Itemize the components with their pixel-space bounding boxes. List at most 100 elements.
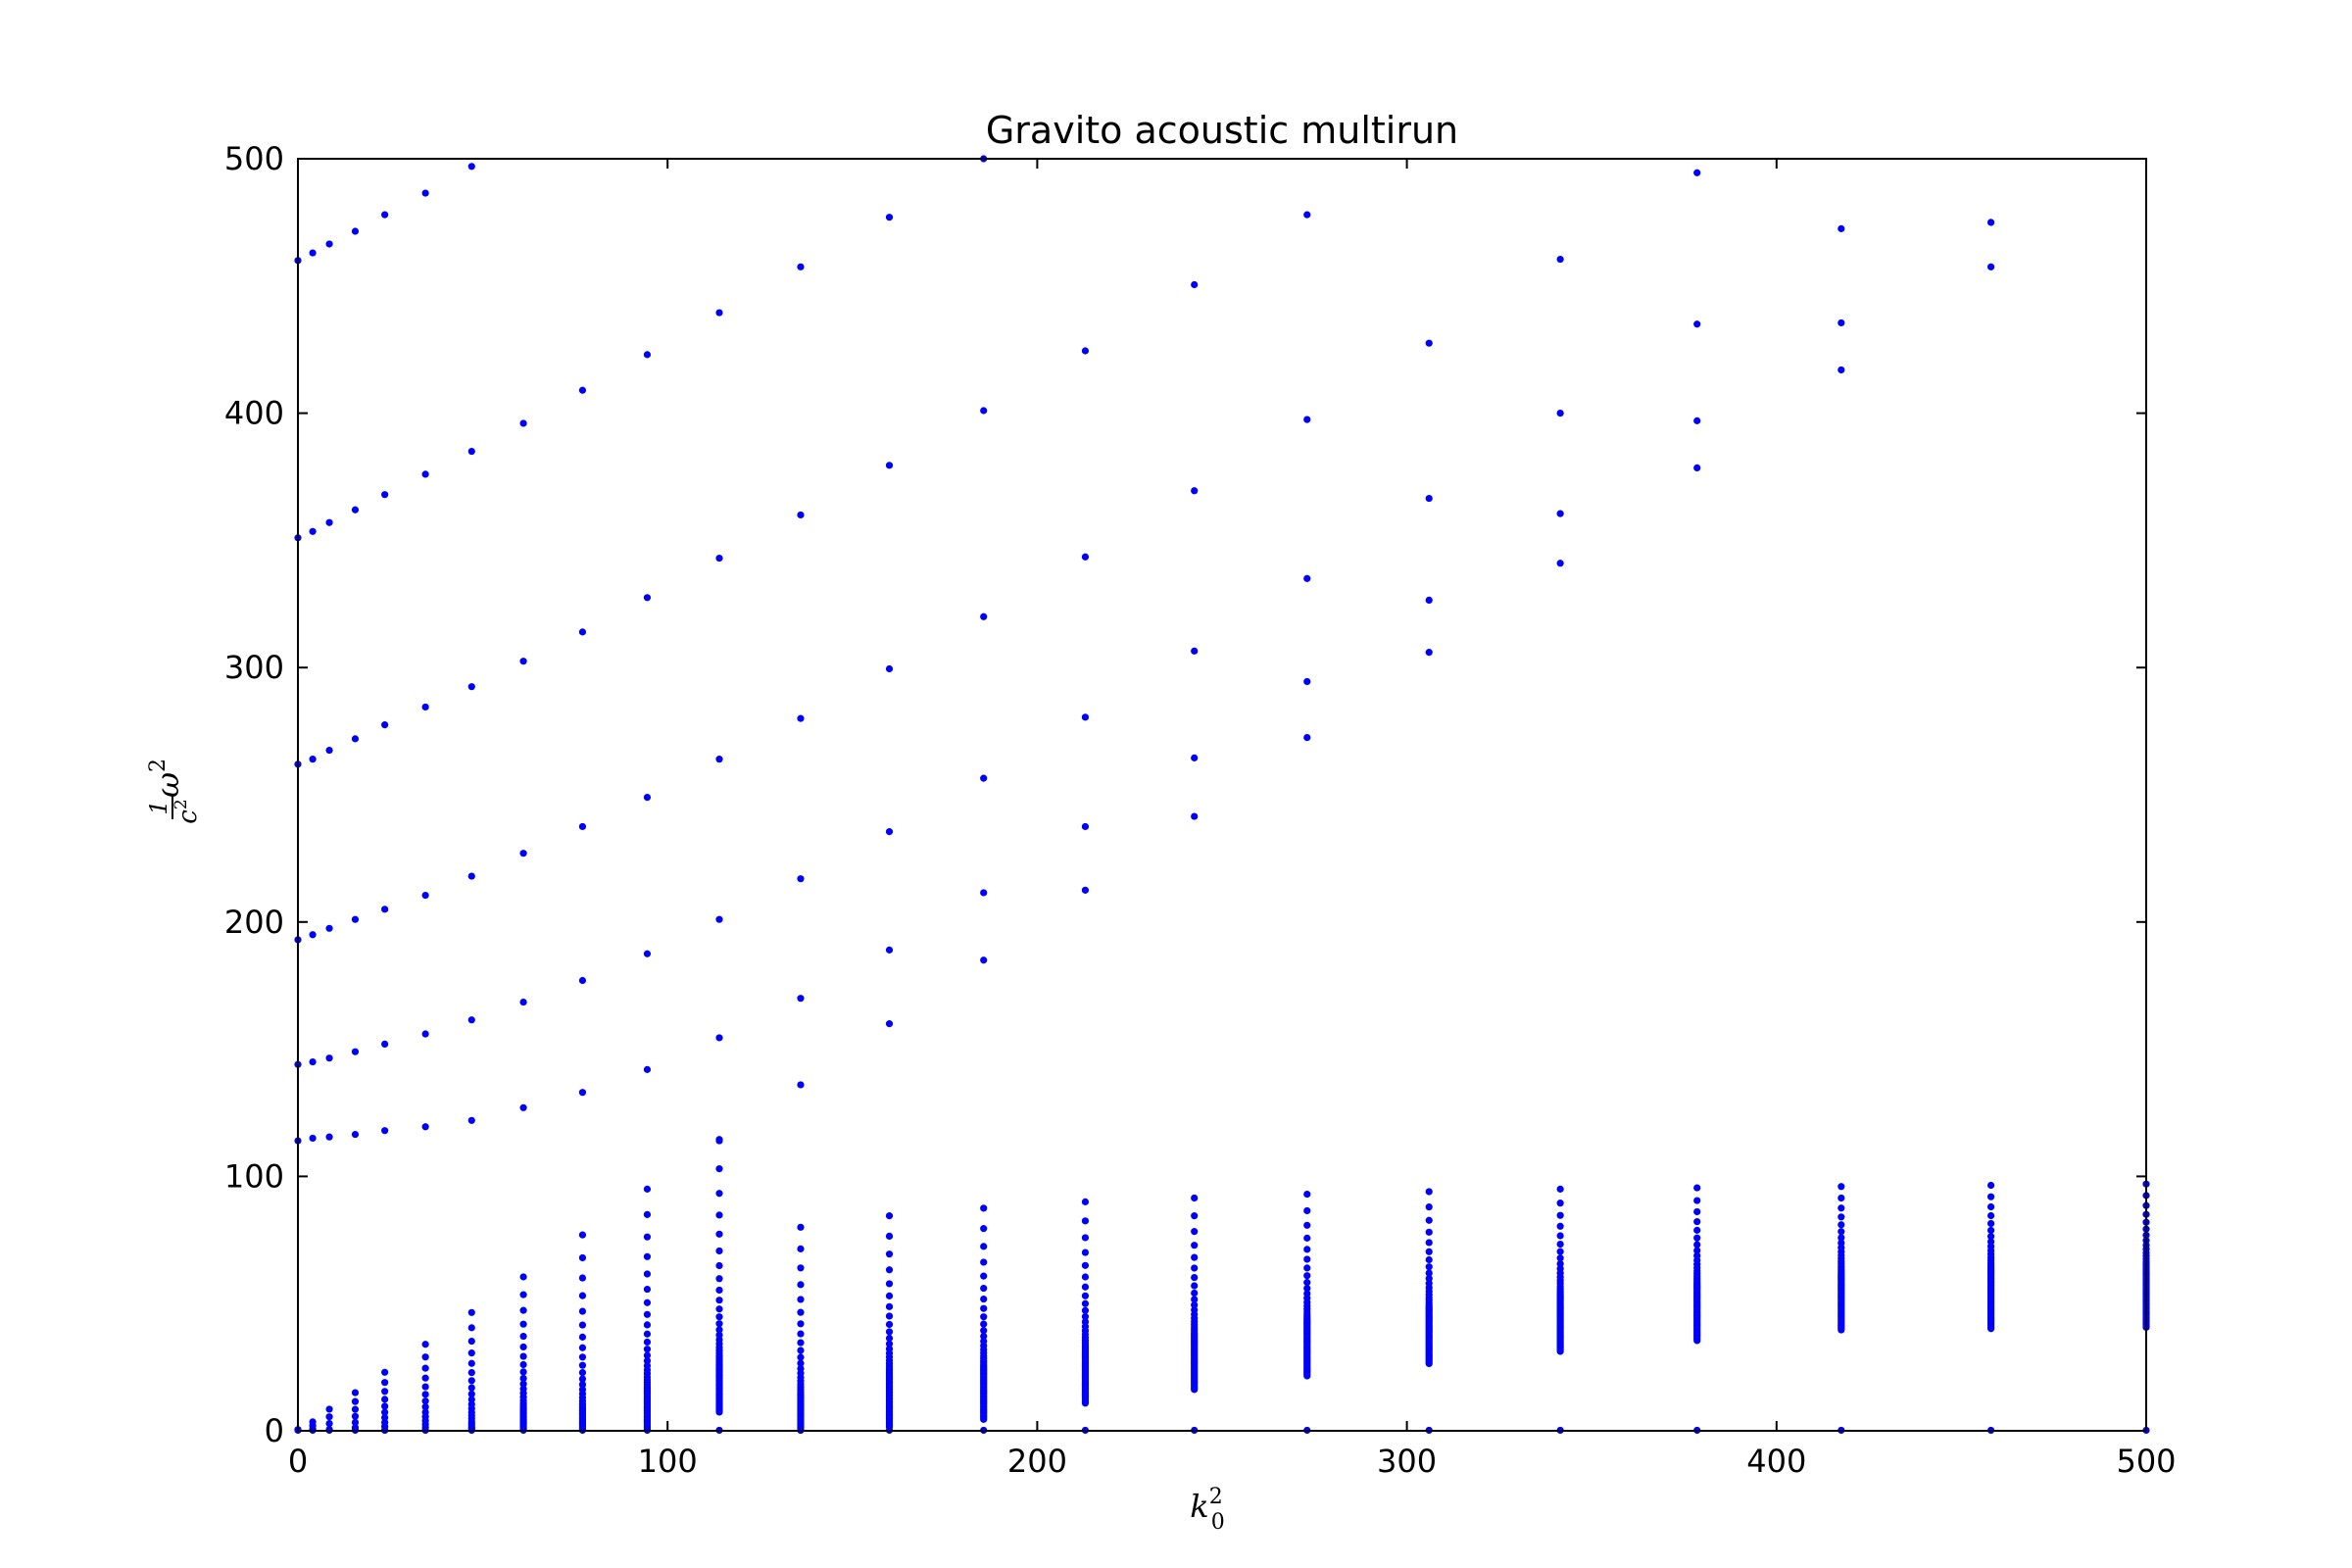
lower-branch-point <box>1693 1247 1701 1254</box>
data-point <box>797 1081 805 1089</box>
data-point <box>578 386 587 394</box>
lower-branch-point <box>1425 1263 1433 1271</box>
lower-branch-point <box>797 1308 805 1316</box>
data-point <box>715 554 723 563</box>
data-point <box>797 263 805 270</box>
data-point <box>467 1016 475 1024</box>
lower-branch-point <box>467 1384 475 1392</box>
data-point <box>715 1034 723 1042</box>
lower-branch-point <box>1081 1292 1090 1299</box>
lower-branch-point <box>1191 1264 1199 1272</box>
lower-branch-point <box>578 1231 587 1239</box>
x-label-base: k <box>1190 1488 1208 1525</box>
lower-branch-point <box>715 1326 723 1334</box>
data-point <box>715 756 723 763</box>
data-point <box>381 906 389 913</box>
lower-branch-point <box>1191 1273 1199 1282</box>
lower-branch-point <box>643 1321 652 1329</box>
data-point <box>1081 822 1090 831</box>
lower-branch-point <box>1556 1222 1564 1230</box>
lower-branch-point <box>643 1270 652 1278</box>
lower-branch-point <box>1191 1212 1199 1220</box>
data-point <box>1556 510 1564 517</box>
lower-branch-point <box>1303 1264 1311 1272</box>
lower-branch-point <box>715 1297 723 1304</box>
data-point <box>325 746 333 755</box>
lower-branch-point <box>421 1397 429 1405</box>
lower-branch-point <box>1425 1255 1433 1264</box>
lower-branch-point <box>1986 1233 1995 1241</box>
data-point <box>1556 560 1564 567</box>
lower-branch-point <box>797 1347 805 1354</box>
data-point <box>1425 494 1433 503</box>
data-point <box>1303 416 1311 423</box>
lower-branch-point <box>1425 1269 1433 1277</box>
y-tick-label: 200 <box>224 904 284 941</box>
data-point <box>797 875 805 883</box>
data-point <box>309 1057 317 1066</box>
lower-branch-point <box>1556 1211 1564 1219</box>
lower-branch-point <box>578 1333 587 1341</box>
data-point <box>797 714 805 722</box>
data-point <box>421 189 429 197</box>
lower-branch-point <box>797 1296 805 1303</box>
data-point <box>381 1040 389 1049</box>
lower-branch-point <box>1191 1228 1199 1236</box>
data-point <box>421 1030 429 1038</box>
lower-branch-point <box>643 1330 652 1338</box>
lower-branch-point <box>1191 1296 1199 1303</box>
lower-branch-point <box>1986 1211 1995 1220</box>
lower-branch-point <box>519 1368 527 1376</box>
lower-branch-point <box>885 1302 894 1310</box>
lower-branch-point <box>980 1304 988 1312</box>
lower-branch-point <box>519 1306 527 1314</box>
lower-branch-point <box>980 1204 988 1212</box>
lower-branch-point <box>643 1346 652 1353</box>
data-point <box>1838 318 1845 327</box>
lower-branch-point <box>467 1359 475 1367</box>
lower-branch-point <box>1303 1246 1311 1253</box>
data-point <box>885 828 894 836</box>
lower-branch-point <box>1425 1202 1433 1211</box>
lower-branch-point <box>1425 1359 1433 1368</box>
lower-branch-point <box>715 1247 723 1255</box>
lower-branch-point <box>1838 1183 1845 1191</box>
lower-branch-point <box>885 1340 894 1348</box>
data-point <box>578 1089 587 1097</box>
data-point <box>467 163 475 171</box>
lower-branch-point <box>1081 1283 1090 1291</box>
y-label-fraction-denominator: c <box>173 809 203 824</box>
lower-branch-point <box>715 1305 723 1313</box>
lower-branch-point <box>519 1360 527 1369</box>
lower-branch-point <box>715 1261 723 1270</box>
lower-branch-point <box>643 1357 652 1365</box>
lower-branch-point <box>1556 1200 1564 1207</box>
data-point <box>325 1133 333 1141</box>
lower-branch-point <box>797 1281 805 1289</box>
lower-branch-point <box>421 1374 429 1382</box>
data-point <box>421 891 429 900</box>
data-point <box>715 915 723 923</box>
lower-branch-point <box>578 1321 587 1329</box>
lower-branch-point <box>1191 1386 1199 1394</box>
data-point <box>1191 280 1199 289</box>
lower-branch-point <box>643 1310 652 1318</box>
lower-branch-point <box>519 1291 527 1298</box>
data-point <box>519 1103 527 1111</box>
lower-branch-point <box>519 1374 527 1383</box>
lower-branch-point <box>1425 1248 1433 1255</box>
lower-branch-point <box>421 1364 429 1372</box>
data-point <box>980 407 988 415</box>
lower-branch-point <box>715 1230 723 1238</box>
lower-branch-point <box>1838 1221 1845 1229</box>
lower-branch-point <box>885 1320 894 1329</box>
lower-branch-point <box>467 1377 475 1385</box>
y-tick-label: 100 <box>224 1157 284 1195</box>
lower-branch-point <box>1303 1285 1311 1293</box>
lower-branch-point <box>351 1397 360 1405</box>
data-point <box>1838 224 1845 232</box>
lower-branch-point <box>1425 1275 1433 1283</box>
lower-branch-point <box>1081 1312 1090 1321</box>
lower-branch-point <box>1191 1194 1199 1202</box>
lower-branch-point <box>797 1359 805 1367</box>
